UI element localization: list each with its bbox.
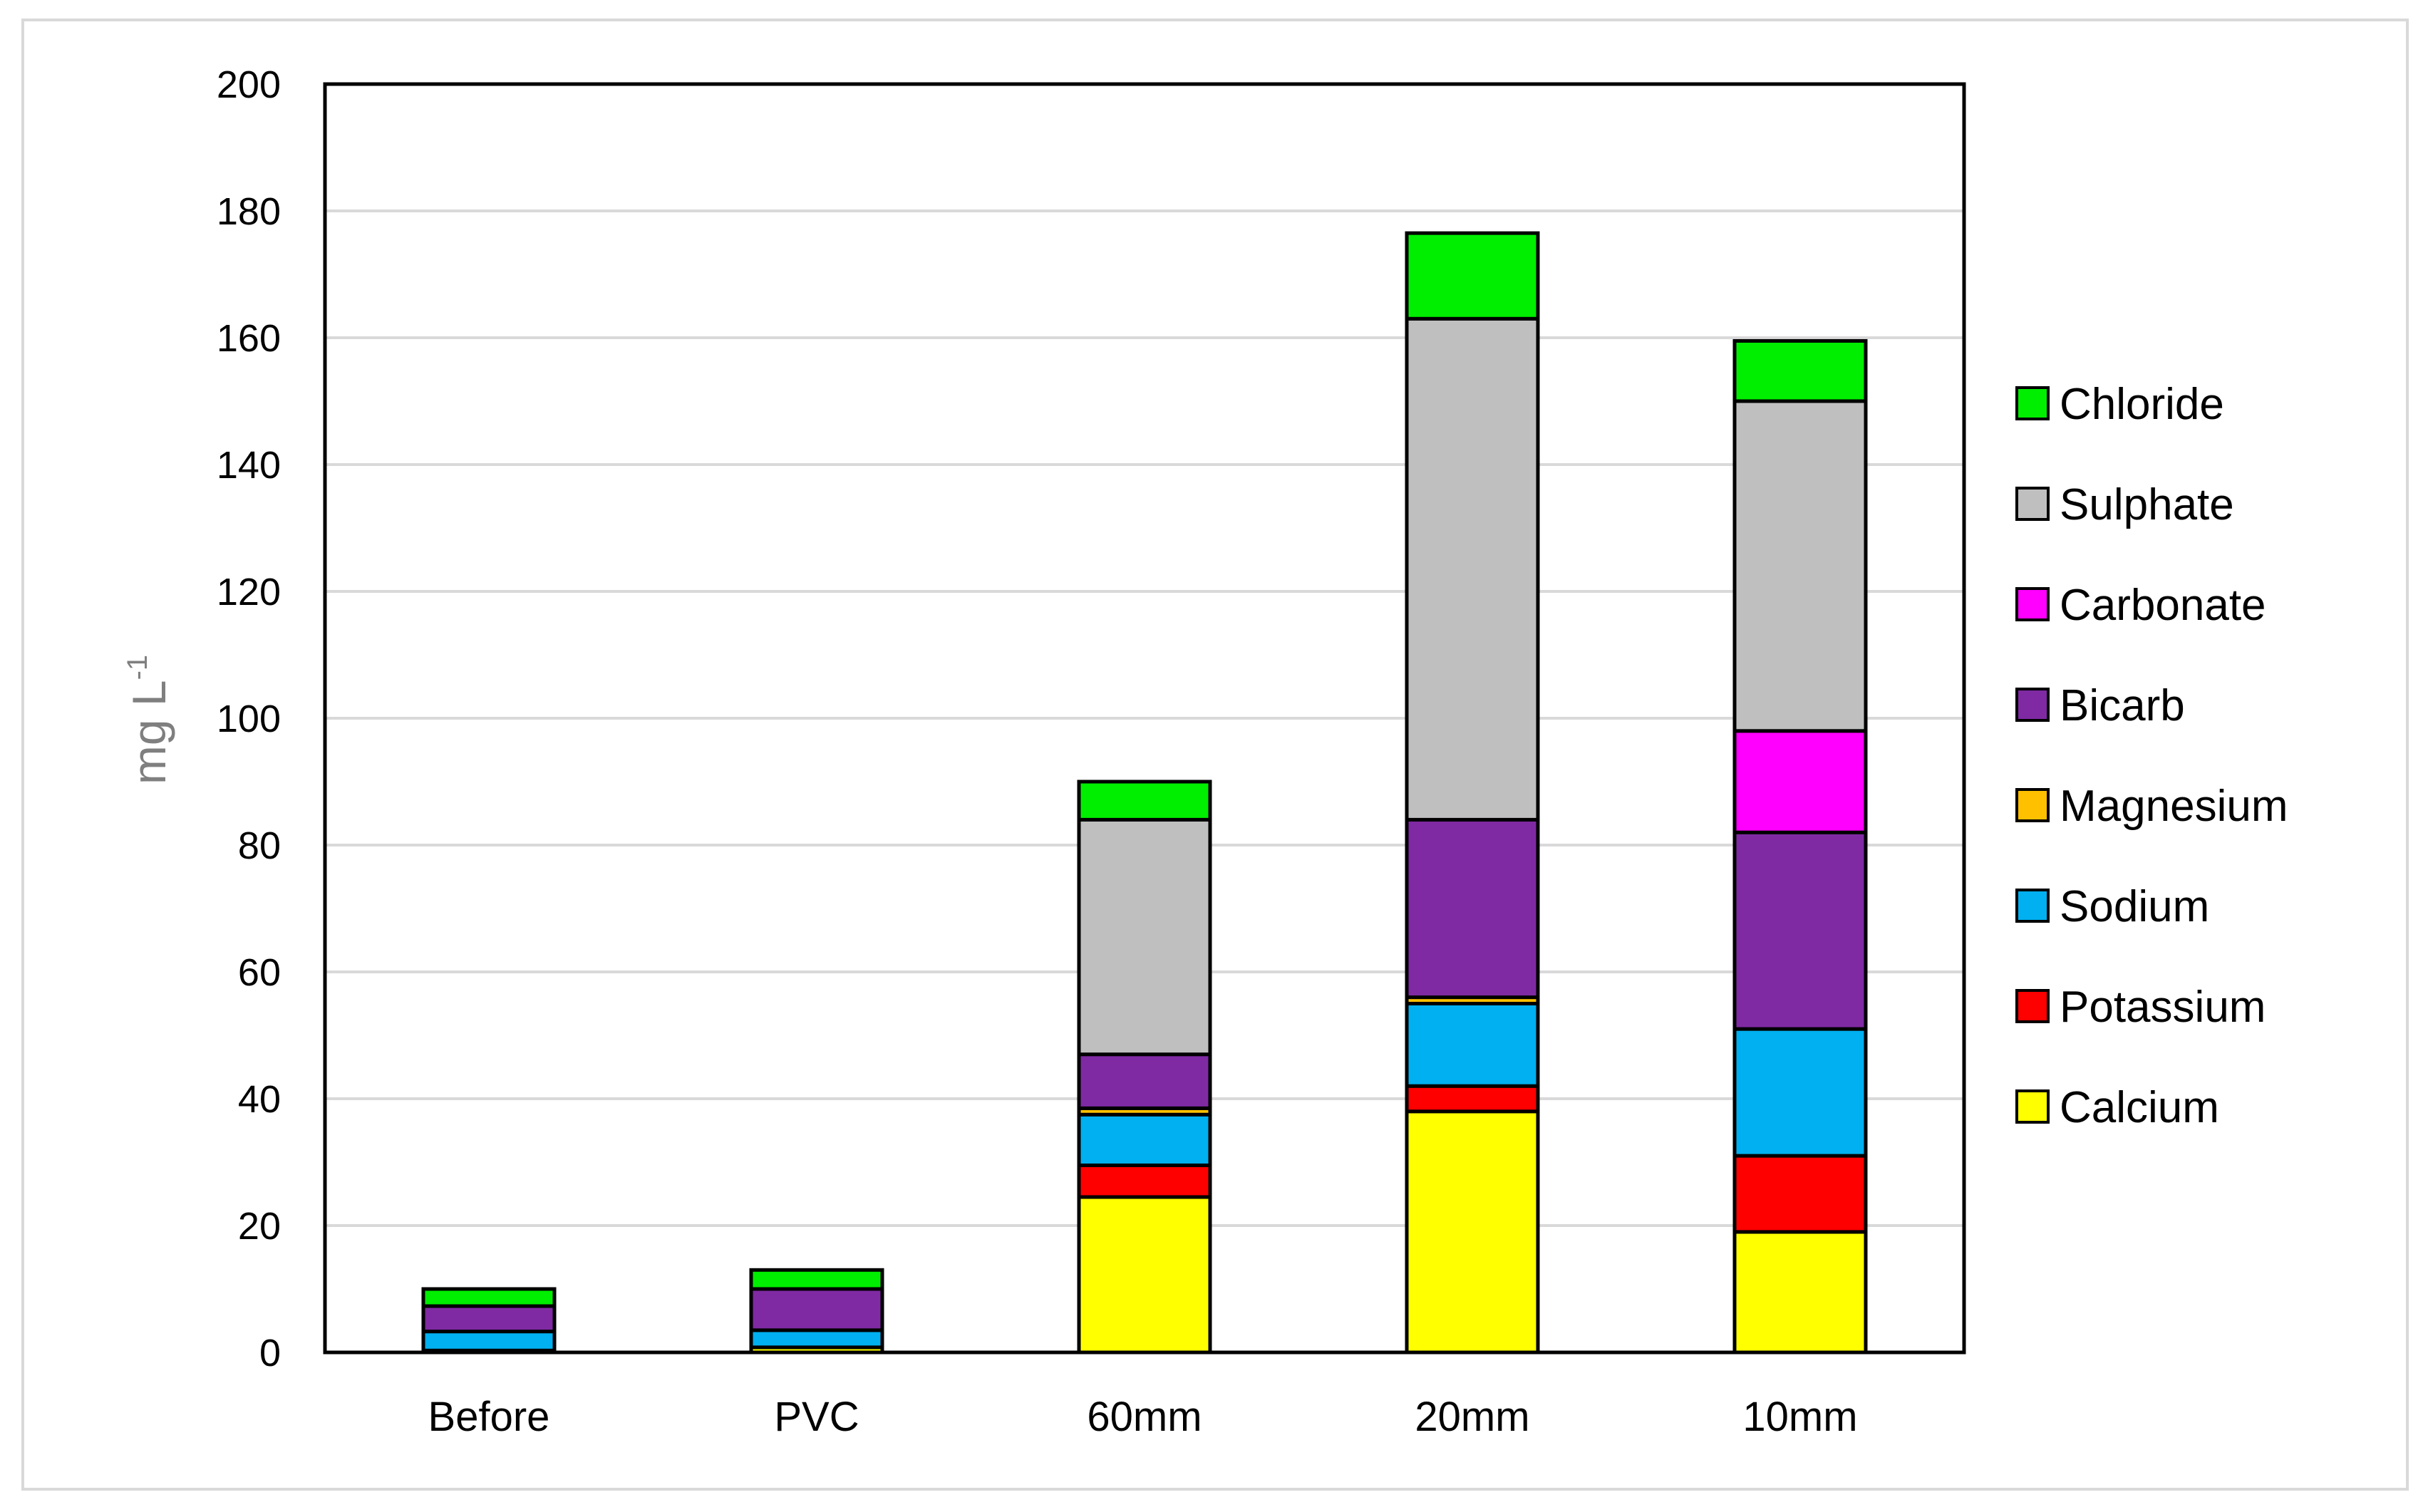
bar-segment-sodium	[749, 1328, 884, 1350]
bar-segment-potassium	[1405, 1084, 1540, 1114]
legend-swatch-carbonate	[2015, 587, 2050, 621]
bar-segment-chloride	[1077, 780, 1212, 822]
x-tick-label: 60mm	[1087, 1394, 1202, 1440]
legend-label-calcium: Calcium	[2060, 1083, 2219, 1132]
legend-swatch-sulphate	[2015, 487, 2050, 521]
bar-segment-chloride	[421, 1287, 557, 1308]
bar-segment-sodium	[1732, 1027, 1868, 1158]
legend-swatch-calcium	[2015, 1089, 2050, 1124]
bar-segment-sulphate	[1732, 399, 1868, 733]
bar-segment-sodium	[1077, 1112, 1212, 1167]
y-axis-label-superscript: -1	[122, 655, 153, 680]
bar-segment-chloride	[749, 1268, 884, 1291]
bar-segment-bicarb	[1732, 830, 1868, 1031]
x-tick-label: 20mm	[1415, 1394, 1529, 1440]
y-axis-ticks: 0 20 40 60 80 100 120 140 160 180 200	[217, 63, 281, 1374]
x-tick-label: Before	[428, 1394, 550, 1440]
y-tick-label: 60	[238, 951, 281, 994]
bar-segment-bicarb	[1405, 817, 1540, 1000]
y-tick-label: 40	[238, 1078, 281, 1121]
x-axis-ticks: Before PVC 60mm 20mm 10mm	[428, 1394, 1858, 1440]
bar-segment-calcium	[1405, 1109, 1540, 1355]
legend-swatch-sodium	[2015, 889, 2050, 923]
legend-swatch-chloride	[2015, 386, 2050, 420]
legend-label-carbonate: Carbonate	[2060, 581, 2266, 630]
bars	[421, 231, 1868, 1355]
bar-segment-sulphate	[1077, 817, 1212, 1057]
bar-segment-chloride	[1732, 338, 1868, 403]
bar-segment-chloride	[1405, 231, 1540, 321]
y-axis-label-text: mg L	[123, 680, 175, 785]
y-tick-label: 120	[217, 571, 281, 613]
y-tick-label: 200	[217, 63, 281, 106]
legend: Chloride Sulphate Carbonate Bicarb Magnesium…	[2015, 380, 2288, 1132]
legend-swatch-bicarb	[2015, 688, 2050, 722]
y-tick-label: 160	[217, 317, 281, 360]
legend-label-sulphate: Sulphate	[2060, 480, 2234, 529]
legend-label-chloride: Chloride	[2060, 380, 2224, 429]
legend-label-sodium: Sodium	[2060, 882, 2209, 931]
bar-segment-calcium	[1732, 1230, 1868, 1355]
y-tick-label: 20	[238, 1205, 281, 1248]
legend-swatch-magnesium	[2015, 788, 2050, 822]
bar-segment-carbonate	[1732, 729, 1868, 834]
y-tick-label: 100	[217, 698, 281, 740]
legend-label-potassium: Potassium	[2060, 983, 2266, 1032]
legend-label-bicarb: Bicarb	[2060, 681, 2185, 730]
bar-segment-bicarb	[421, 1304, 557, 1334]
y-tick-label: 180	[217, 190, 281, 233]
y-axis-label: mg L-1	[122, 655, 175, 785]
gridlines	[325, 209, 1964, 1227]
bar-segment-calcium	[1077, 1195, 1212, 1355]
y-tick-label: 0	[259, 1332, 281, 1374]
y-tick-label: 140	[217, 444, 281, 487]
chart-frame	[21, 19, 2409, 1491]
bar-segment-sodium	[1405, 1002, 1540, 1088]
legend-swatch-potassium	[2015, 989, 2050, 1023]
x-tick-label: PVC	[774, 1394, 859, 1440]
x-tick-label: 10mm	[1742, 1394, 1857, 1440]
legend-label-magnesium: Magnesium	[2060, 782, 2288, 831]
bar-segment-bicarb	[1077, 1052, 1212, 1110]
bar-segment-potassium	[1732, 1154, 1868, 1234]
plot-area-border	[323, 82, 1966, 1355]
bar-segment-sulphate	[1405, 316, 1540, 822]
bar-segment-sodium	[421, 1330, 557, 1352]
bar-segment-bicarb	[749, 1287, 884, 1332]
y-tick-label: 80	[238, 824, 281, 867]
bar-segment-potassium	[1077, 1163, 1212, 1199]
